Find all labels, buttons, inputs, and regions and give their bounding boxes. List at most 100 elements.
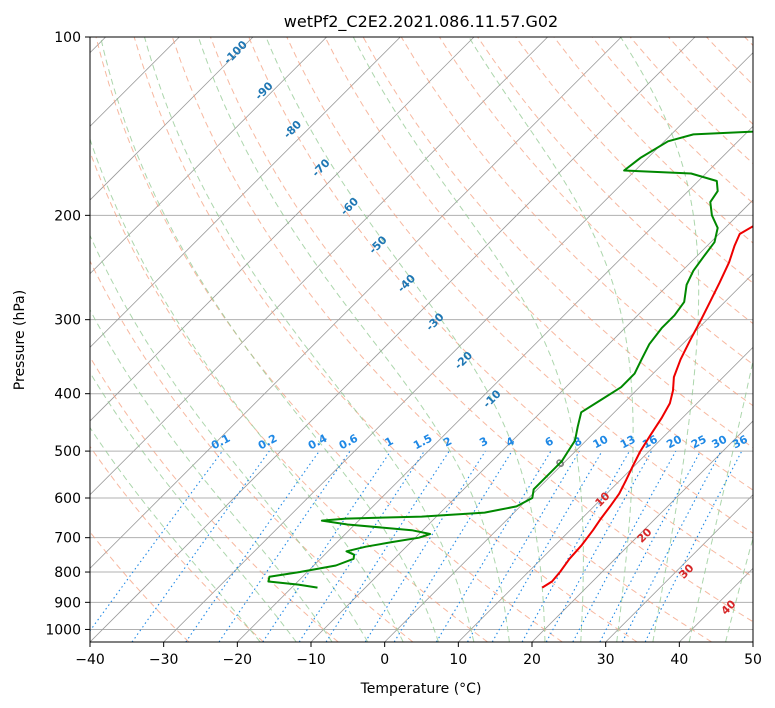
dry-adiabat [90, 531, 190, 642]
x-tick-label: 30 [597, 652, 615, 668]
moist-adiabat [197, 37, 510, 642]
y-tick-label: 900 [54, 595, 81, 611]
mixing-ratio-line [131, 450, 270, 642]
moist-adiabat-label: -90 [252, 79, 275, 102]
x-tick-label: −30 [149, 652, 179, 668]
moist-adiabat-label: -20 [452, 349, 475, 372]
moist-adiabat-label: -70 [309, 156, 332, 179]
moist-adiabat-label: -50 [366, 233, 389, 256]
moist-adiabat [352, 37, 584, 642]
moist-adiabat [90, 137, 404, 642]
isotherm-line [90, 37, 622, 569]
mixing-ratio-label: 0.1 [209, 432, 232, 453]
dry-adiabat [90, 445, 264, 642]
mixing-ratio-line [545, 450, 653, 642]
moist-adiabat-label: -80 [281, 118, 304, 141]
isotherm-line [90, 37, 475, 422]
mixing-ratio-line [218, 450, 351, 642]
mixing-ratio-label: 1 [383, 434, 396, 449]
moist-adiabat [688, 358, 753, 642]
chart-title: wetPf2_C2E2.2021.086.11.57.G02 [284, 12, 558, 32]
x-tick-label: −10 [296, 652, 326, 668]
isotherm-line [237, 125, 753, 642]
mixing-ratio-label: 13 [618, 433, 638, 452]
mixing-ratio-label: 10 [591, 432, 611, 451]
x-axis-label: Temperature (°C) [360, 681, 482, 697]
isotherm-line [752, 641, 753, 642]
dry-adiabat [286, 37, 753, 534]
mixing-ratio-line [90, 450, 223, 632]
x-tick-label: 50 [744, 652, 762, 668]
mixing-ratio-line [298, 450, 425, 642]
moist-adiabat-label: -40 [395, 272, 418, 295]
moist-adiabat [100, 37, 439, 642]
mixing-ratio-label: 0.4 [306, 432, 330, 453]
moist-adiabat [90, 426, 261, 642]
mixing-ratio-line [572, 450, 677, 642]
y-axis-label: Pressure (hPa) [12, 290, 28, 390]
dry-adiabat [95, 37, 563, 642]
mixing-ratio-label: 20 [664, 432, 684, 451]
isotherm-line [384, 273, 753, 642]
x-tick-label: −40 [75, 652, 105, 668]
sounding-profiles [267, 130, 753, 589]
isotherm-line [458, 346, 753, 642]
x-tick-label: 10 [449, 652, 467, 668]
isotherm-line [679, 567, 753, 642]
x-tick-label: 0 [380, 652, 389, 668]
moist-adiabat [90, 308, 333, 642]
isotherm-line [531, 420, 753, 642]
moist-adiabat-label: -100 [221, 38, 250, 67]
temperature-profile-line [541, 225, 753, 589]
mixing-ratio-label: 1.5 [411, 432, 434, 453]
moist-adiabat [144, 37, 475, 642]
x-tick-label: −20 [223, 652, 253, 668]
x-tick-label: 20 [523, 652, 541, 668]
dry-adiabat-label: 30 [677, 561, 697, 581]
dry-adiabat [90, 259, 414, 642]
y-tick-label: 500 [54, 444, 81, 460]
mixing-ratio-line [325, 450, 450, 642]
mixing-ratio-label: 3 [477, 434, 490, 449]
isotherm-line [90, 37, 327, 275]
dry-adiabat-label: 20 [635, 525, 655, 545]
mixing-ratio-line [393, 450, 513, 642]
dry-adiabat [591, 37, 753, 204]
mixing-ratio-label: 36 [730, 433, 750, 452]
isotherm-line [90, 37, 548, 496]
mixing-ratio-label: 6 [543, 434, 556, 449]
moist-adiabat-label: -30 [423, 310, 446, 333]
dry-adiabat [668, 37, 753, 125]
moist-adiabat [90, 234, 369, 642]
mixing-ratio-label: 16 [640, 433, 660, 452]
moist-adiabat [90, 371, 297, 642]
x-tick-label: 40 [670, 652, 688, 668]
mixing-ratio-line [185, 450, 320, 642]
y-tick-label: 400 [54, 387, 81, 403]
mixing-ratio-line [435, 450, 552, 642]
dry-adiabat [133, 37, 638, 642]
mixing-ratio-line [364, 450, 486, 642]
y-tick-label: 700 [54, 531, 81, 547]
isotherm-line [90, 37, 254, 201]
grid-lines [90, 37, 753, 642]
y-tick-label: 200 [54, 208, 81, 224]
y-tick-label: 100 [54, 30, 81, 46]
dry-adiabat [515, 37, 753, 284]
dry-adiabat [324, 37, 753, 491]
dry-adiabat [553, 37, 753, 244]
isotherm-line [163, 52, 753, 642]
dry-adiabat [706, 37, 753, 86]
moist-adiabat [620, 37, 700, 642]
y-tick-label: 1000 [45, 622, 81, 638]
moist-adiabat-label: -60 [338, 195, 361, 218]
moist-adiabat [265, 37, 546, 642]
plot-frame [89, 36, 754, 643]
dewpoint-profile-line [267, 130, 753, 589]
moist-adiabat [725, 536, 753, 642]
isotherm-line [90, 37, 401, 348]
dry-adiabat [210, 37, 753, 623]
mixing-ratio-line [599, 450, 701, 642]
moist-adiabat-label: -10 [480, 387, 503, 410]
